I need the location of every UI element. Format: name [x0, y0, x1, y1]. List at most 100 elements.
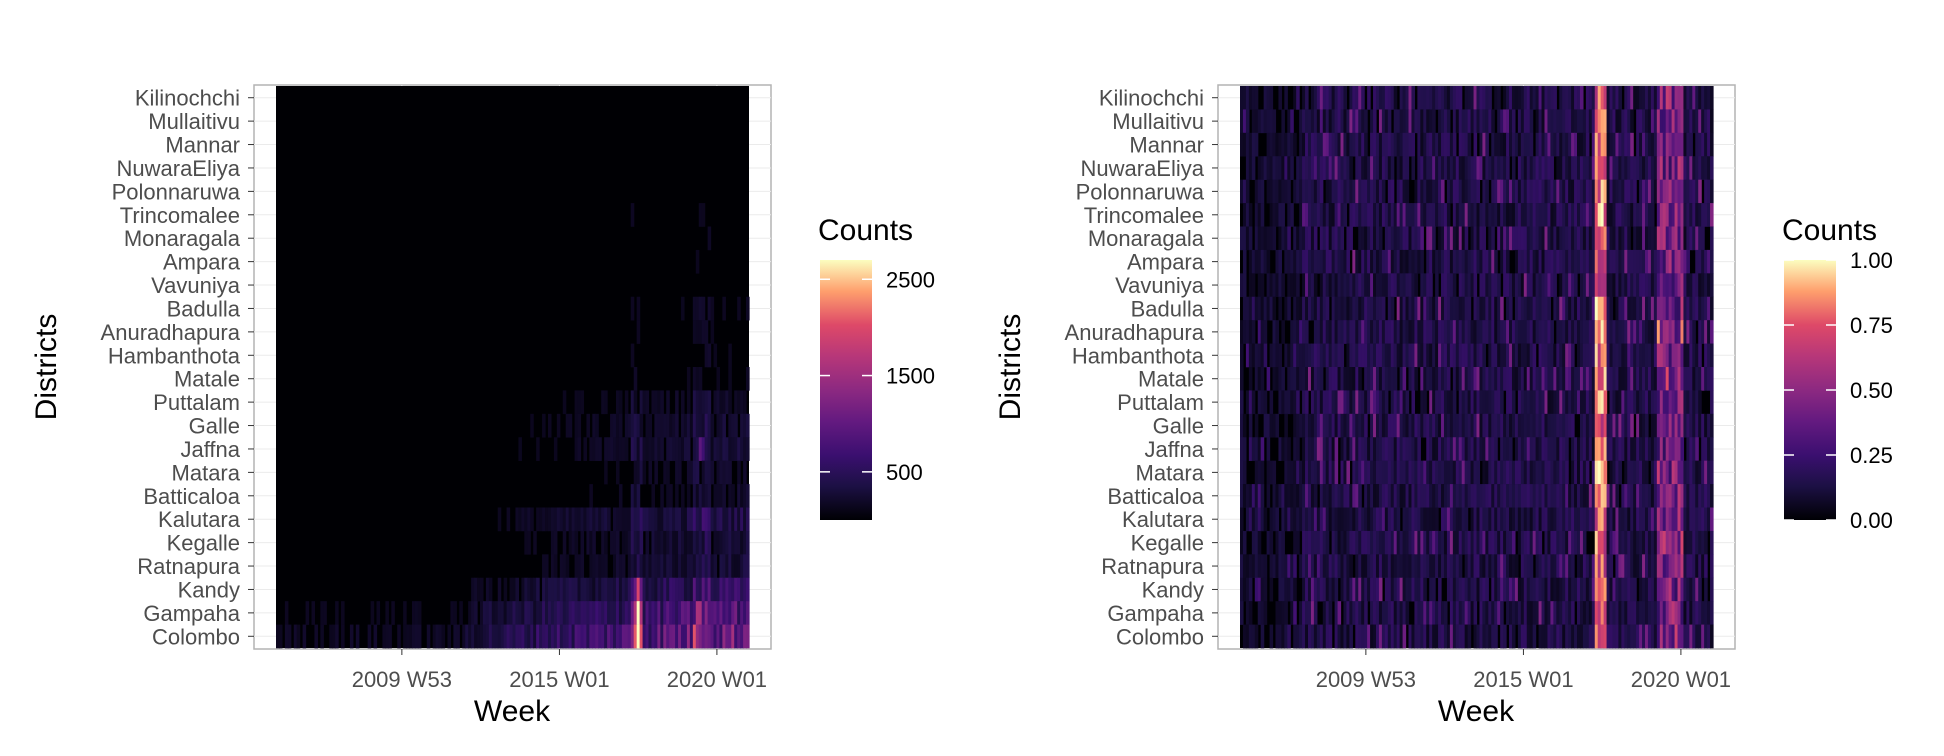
heatmap-cell	[1473, 437, 1478, 461]
heatmap-cell	[1600, 530, 1605, 555]
heatmap-cell	[515, 601, 520, 625]
heatmap-cell	[669, 530, 673, 555]
heatmap-cell	[1597, 273, 1602, 298]
heatmap-cell	[1674, 203, 1679, 227]
heatmap-cell	[1367, 530, 1371, 555]
heatmap-cell	[1591, 577, 1596, 602]
heatmap-cell	[1494, 320, 1498, 344]
heatmap-cell	[1671, 343, 1676, 368]
heatmap-cell	[1387, 109, 1392, 134]
heatmap-cell	[1299, 343, 1303, 368]
heatmap-cell	[1426, 203, 1430, 227]
heatmap-cell	[1387, 437, 1392, 461]
heatmap-cell	[1240, 437, 1244, 461]
heatmap-cell	[1647, 577, 1652, 602]
heatmap-cell	[1503, 484, 1507, 508]
heatmap-cell	[1488, 343, 1492, 368]
heatmap-cell	[1509, 530, 1513, 555]
heatmap-cell	[1650, 413, 1655, 438]
heatmap-cell	[1358, 296, 1362, 321]
heatmap-cell	[1479, 367, 1484, 391]
heatmap-cell	[1568, 554, 1572, 579]
heatmap-cell	[1390, 156, 1395, 180]
heatmap-cell	[1307, 437, 1312, 461]
heatmap-cell	[1375, 577, 1380, 602]
heatmap-cell	[716, 413, 721, 438]
heatmap-cell	[1497, 156, 1501, 180]
heatmap-cell	[1334, 320, 1339, 344]
heatmap-cell	[1242, 273, 1247, 298]
heatmap-cell	[1642, 554, 1646, 579]
heatmap-cell	[1500, 320, 1504, 344]
heatmap-cell	[1692, 203, 1696, 227]
heatmap-cell	[1284, 132, 1288, 157]
heatmap-cell	[1532, 577, 1537, 602]
heatmap-cell	[1707, 203, 1711, 227]
heatmap-cell	[1281, 367, 1285, 391]
heatmap-cell	[1645, 460, 1649, 485]
heatmap-cell	[530, 413, 534, 438]
heatmap-cell	[1630, 249, 1634, 274]
heatmap-cell	[1588, 226, 1593, 251]
heatmap-cell	[1594, 109, 1599, 134]
heatmap-cell	[1429, 109, 1433, 134]
heatmap-cell	[1494, 273, 1498, 298]
heatmap-cell	[660, 437, 664, 461]
heatmap-cell	[1683, 624, 1687, 649]
heatmap-cell	[1272, 109, 1277, 134]
heatmap-cell	[1656, 413, 1661, 438]
heatmap-cell	[1387, 226, 1392, 251]
heatmap-cell	[1390, 437, 1395, 461]
heatmap-cell	[1307, 601, 1312, 625]
heatmap-cell	[728, 624, 732, 649]
heatmap-cell	[568, 577, 573, 602]
heatmap-cell	[1331, 437, 1336, 461]
heatmap-cell	[545, 554, 549, 579]
heatmap-cell	[707, 507, 712, 532]
heatmap-cell	[1281, 109, 1285, 134]
heatmap-cell	[695, 367, 700, 391]
heatmap-cell	[1322, 343, 1327, 368]
heatmap-cell	[1577, 179, 1581, 204]
heatmap-cell	[1556, 554, 1560, 579]
heatmap-cell	[1491, 132, 1495, 157]
heatmap-cell	[1378, 367, 1383, 391]
heatmap-cell	[1571, 132, 1575, 157]
heatmap-cell	[1322, 390, 1327, 415]
heatmap-cell	[488, 577, 493, 602]
heatmap-cell	[1488, 624, 1492, 649]
heatmap-cell	[1420, 249, 1424, 274]
heatmap-cell	[580, 601, 585, 625]
heatmap-cell	[1467, 367, 1472, 391]
heatmap-cell	[1506, 460, 1510, 485]
heatmap-cell	[1544, 601, 1549, 625]
heatmap-cell	[1497, 86, 1501, 110]
heatmap-cell	[698, 484, 703, 508]
heatmap-cell	[1263, 390, 1268, 415]
heatmap-cell	[607, 507, 611, 532]
heatmap-cell	[589, 601, 593, 625]
heatmap-cell	[615, 577, 620, 602]
heatmap-cell	[666, 437, 670, 461]
heatmap-cell	[1680, 156, 1685, 180]
heatmap-cell	[1538, 132, 1543, 157]
heatmap-cell	[1544, 530, 1549, 555]
heatmap-cell	[545, 577, 549, 602]
heatmap-cell	[479, 624, 484, 649]
heatmap-cell	[695, 554, 700, 579]
heatmap-cell	[1458, 343, 1463, 368]
heatmap-cell	[1446, 320, 1451, 344]
heatmap-cell	[1346, 296, 1350, 321]
heatmap-cell	[1340, 460, 1345, 485]
heatmap-cell	[1302, 413, 1306, 438]
heatmap-cell	[1316, 86, 1321, 110]
heatmap-cell	[639, 577, 644, 602]
heatmap-cell	[1355, 203, 1359, 227]
heatmap-cell	[1579, 413, 1584, 438]
heatmap-cell	[1429, 530, 1433, 555]
heatmap-cell	[686, 554, 691, 579]
heatmap-cell	[1645, 296, 1649, 321]
heatmap-cell	[734, 554, 738, 579]
heatmap-cell	[1349, 601, 1353, 625]
heatmap-cell	[1414, 367, 1418, 391]
